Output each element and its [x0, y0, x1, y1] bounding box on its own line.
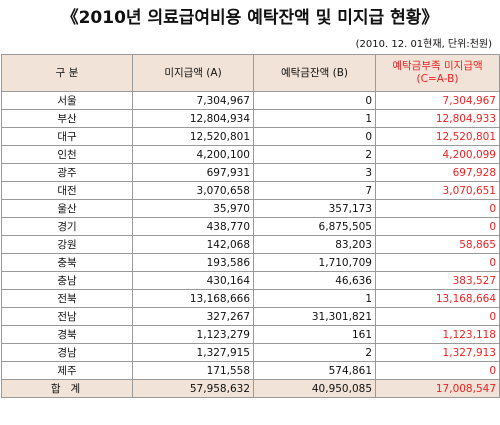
region-cell: 광주 — [1, 163, 133, 182]
unpaid-cell: 142,068 — [132, 235, 254, 254]
unpaid-cell: 12,804,934 — [132, 109, 254, 128]
table-row: 전남 327,267 31,301,821 0 — [1, 307, 500, 326]
table-row: 강원 142,068 83,203 58,865 — [1, 235, 500, 254]
total-label: 합계 — [1, 379, 133, 398]
table-row: 경북 1,123,279 161 1,123,118 — [1, 325, 500, 344]
table-body: 서울 7,304,967 0 7,304,967 부산 12,804,934 1 12,804… — [1, 91, 500, 380]
unpaid-cell: 13,168,666 — [132, 289, 254, 308]
region-cell: 대구 — [1, 127, 133, 146]
region-cell: 충북 — [1, 253, 133, 272]
header-row: 구 분 미지급액 (A) 예탁금잔액 (B) 예탁금부족 미지급액 (C=A-B… — [1, 54, 500, 92]
table-row: 충남 430,164 46,636 383,527 — [1, 271, 500, 290]
region-cell: 서울 — [1, 91, 133, 110]
shortage-cell: 58,865 — [375, 235, 500, 254]
header-shortage-line1: 예탁금부족 미지급액 — [392, 60, 483, 72]
region-cell: 경남 — [1, 343, 133, 362]
page-title: 《2010년 의료급여비용 예탁잔액 및 미지급 현황》 — [61, 8, 439, 28]
table-row: 전북 13,168,666 1 13,168,664 — [1, 289, 500, 308]
shortage-cell: 3,070,651 — [375, 181, 500, 200]
shortage-cell: 1,327,913 — [375, 343, 500, 362]
deposit-cell: 1,710,709 — [253, 253, 376, 272]
unpaid-cell: 697,931 — [132, 163, 254, 182]
total-shortage: 17,008,547 — [375, 379, 500, 398]
deposit-cell: 31,301,821 — [253, 307, 376, 326]
deposit-cell: 1 — [253, 289, 376, 308]
unpaid-cell: 171,558 — [132, 361, 254, 380]
shortage-cell: 697,928 — [375, 163, 500, 182]
header-unpaid: 미지급액 (A) — [132, 54, 254, 92]
deposit-cell: 574,861 — [253, 361, 376, 380]
shortage-cell: 1,123,118 — [375, 325, 500, 344]
region-cell: 인천 — [1, 145, 133, 164]
region-cell: 강원 — [1, 235, 133, 254]
shortage-cell: 0 — [375, 217, 500, 236]
deposit-cell: 161 — [253, 325, 376, 344]
table-row: 서울 7,304,967 0 7,304,967 — [1, 91, 500, 110]
table-row: 충북 193,586 1,710,709 0 — [1, 253, 500, 272]
deposit-cell: 7 — [253, 181, 376, 200]
unpaid-cell: 430,164 — [132, 271, 254, 290]
header-shortage: 예탁금부족 미지급액 (C=A-B) — [375, 54, 500, 92]
unpaid-cell: 1,123,279 — [132, 325, 254, 344]
table-row: 경기 438,770 6,875,505 0 — [1, 217, 500, 236]
table-row: 경남 1,327,915 2 1,327,913 — [1, 343, 500, 362]
unpaid-cell: 35,970 — [132, 199, 254, 218]
shortage-cell: 0 — [375, 307, 500, 326]
region-cell: 경기 — [1, 217, 133, 236]
region-cell: 제주 — [1, 361, 133, 380]
table-row: 부산 12,804,934 1 12,804,933 — [1, 109, 500, 128]
header-deposit: 예탁금잔액 (B) — [253, 54, 376, 92]
shortage-cell: 0 — [375, 199, 500, 218]
unpaid-cell: 327,267 — [132, 307, 254, 326]
table-row: 광주 697,931 3 697,928 — [1, 163, 500, 182]
unpaid-cell: 3,070,658 — [132, 181, 254, 200]
table-row: 울산 35,970 357,173 0 — [1, 199, 500, 218]
total-unpaid: 57,958,632 — [132, 379, 254, 398]
shortage-cell: 12,804,933 — [375, 109, 500, 128]
unpaid-cell: 1,327,915 — [132, 343, 254, 362]
shortage-cell: 7,304,967 — [375, 91, 500, 110]
region-cell: 경북 — [1, 325, 133, 344]
deposit-cell: 83,203 — [253, 235, 376, 254]
deposit-cell: 357,173 — [253, 199, 376, 218]
header-region: 구 분 — [1, 54, 133, 92]
table-row: 대전 3,070,658 7 3,070,651 — [1, 181, 500, 200]
shortage-cell: 13,168,664 — [375, 289, 500, 308]
deposit-cell: 2 — [253, 343, 376, 362]
total-deposit: 40,950,085 — [253, 379, 376, 398]
region-cell: 충남 — [1, 271, 133, 290]
table-row: 제주 171,558 574,861 0 — [1, 361, 500, 380]
shortage-cell: 0 — [375, 361, 500, 380]
unpaid-cell: 12,520,801 — [132, 127, 254, 146]
deposit-cell: 46,636 — [253, 271, 376, 290]
total-row: 합계 57,958,632 40,950,085 17,008,547 — [1, 379, 500, 398]
region-cell: 대전 — [1, 181, 133, 200]
deposit-cell: 0 — [253, 127, 376, 146]
region-cell: 전북 — [1, 289, 133, 308]
shortage-cell: 4,200,099 — [375, 145, 500, 164]
table-row: 인천 4,200,100 2 4,200,099 — [1, 145, 500, 164]
deposit-cell: 1 — [253, 109, 376, 128]
shortage-cell: 0 — [375, 253, 500, 272]
region-cell: 울산 — [1, 199, 133, 218]
status-table: 구 분 미지급액 (A) 예탁금잔액 (B) 예탁금부족 미지급액 (C=A-B… — [1, 54, 500, 398]
date-unit-note: (2010. 12. 01현재, 단위:천원) — [355, 39, 492, 50]
unpaid-cell: 193,586 — [132, 253, 254, 272]
deposit-cell: 6,875,505 — [253, 217, 376, 236]
unpaid-cell: 438,770 — [132, 217, 254, 236]
region-cell: 부산 — [1, 109, 133, 128]
region-cell: 전남 — [1, 307, 133, 326]
deposit-cell: 3 — [253, 163, 376, 182]
shortage-cell: 383,527 — [375, 271, 500, 290]
table-row: 대구 12,520,801 0 12,520,801 — [1, 127, 500, 146]
unpaid-cell: 4,200,100 — [132, 145, 254, 164]
deposit-cell: 2 — [253, 145, 376, 164]
header-shortage-line2: (C=A-B) — [416, 73, 459, 85]
shortage-cell: 12,520,801 — [375, 127, 500, 146]
deposit-cell: 0 — [253, 91, 376, 110]
unpaid-cell: 7,304,967 — [132, 91, 254, 110]
